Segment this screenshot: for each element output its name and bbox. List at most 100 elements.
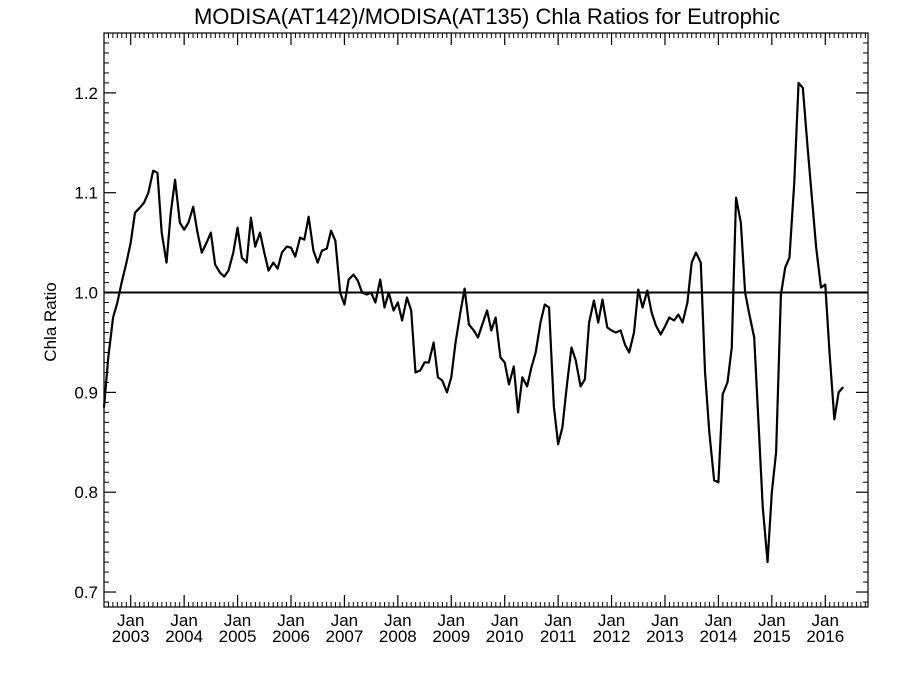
data-point [267,269,270,272]
data-point [753,336,755,339]
data-point [120,281,123,284]
data-point [664,325,666,328]
data-point [290,246,292,249]
data-point [232,251,235,254]
data-point [414,371,417,374]
data-point [494,316,497,319]
x-tick-label-year: 2015 [753,627,791,646]
data-point [107,356,110,359]
data-point [668,316,671,319]
data-point [633,331,635,334]
data-point [294,255,297,258]
data-point [139,206,141,209]
data-point [526,385,528,388]
data-point [134,211,136,214]
data-point [437,376,439,379]
data-point [374,301,377,304]
data-point [619,329,622,332]
data-point [321,249,323,252]
data-point [165,261,168,264]
data-point [766,561,769,563]
data-point [468,323,470,326]
data-point [227,269,230,272]
data-point [143,201,145,204]
data-point [584,378,586,381]
data-point [179,221,181,224]
plot-frame [103,32,869,608]
data-point [387,291,390,294]
data-point [610,329,613,332]
data-point [112,316,114,319]
x-tick-label-year: 2005 [219,627,257,646]
data-point [512,365,515,368]
data-point [486,309,488,312]
data-point [775,451,777,454]
x-tick-label-year: 2011 [540,627,577,646]
data-point [129,241,132,244]
data-point [744,291,746,294]
x-tick-label-year: 2012 [593,627,631,646]
x-tick-label-month: Jan [170,611,197,630]
x-tick-label-month: Jan [758,611,785,630]
x-tick-label-year: 2014 [699,627,737,646]
data-point [517,411,519,414]
data-point [477,336,479,339]
data-point [196,231,199,234]
data-point [628,351,630,354]
data-point [205,241,208,244]
data-point [454,341,457,344]
data-point [174,178,176,181]
data-point [548,306,550,309]
data-point [521,376,524,379]
data-point [463,287,466,290]
data-point [659,333,662,336]
data-point [147,191,150,194]
data-point [650,311,653,314]
data-point [423,361,426,364]
data-point [241,256,243,259]
data-point [624,343,626,346]
data-point [771,491,773,494]
data-point [401,319,403,322]
data-point [686,301,689,304]
data-point [210,231,212,234]
data-point [780,293,782,296]
data-point [757,421,760,424]
data-point [214,263,216,266]
data-point [615,331,617,334]
data-point [788,256,791,259]
data-point [303,238,306,241]
data-point [432,341,435,344]
data-point [833,418,836,421]
x-tick-label-year: 2006 [272,627,310,646]
data-point [450,376,453,379]
x-tick-label-month: Jan [598,611,625,630]
data-point [601,298,604,301]
data-point [285,245,288,248]
data-point [543,303,546,306]
data-point [259,231,261,234]
x-tick-label-year: 2008 [379,627,417,646]
data-point [406,296,408,299]
data-point [699,261,702,264]
data-point [566,381,569,384]
data-point [281,251,283,254]
x-tick-label-month: Jan [438,611,465,630]
axis-ticks [103,33,868,607]
data-point [721,393,724,396]
x-tick-label-month: Jan [651,611,678,630]
data-point [459,311,462,314]
chart-title: MODISA(AT142)/MODISA(AT135) Chla Ratios … [194,4,780,29]
y-tick-label: 0.9 [74,383,98,402]
data-point [263,251,266,254]
y-tick-label: 0.8 [74,483,98,502]
data-point [125,261,128,264]
data-point [339,291,341,294]
data-point [802,87,804,89]
data-point [806,147,809,149]
data-point [250,216,252,219]
data-point [717,481,720,484]
series-points [103,82,844,563]
y-tick-label: 1.2 [74,84,98,103]
data-point [299,236,301,239]
